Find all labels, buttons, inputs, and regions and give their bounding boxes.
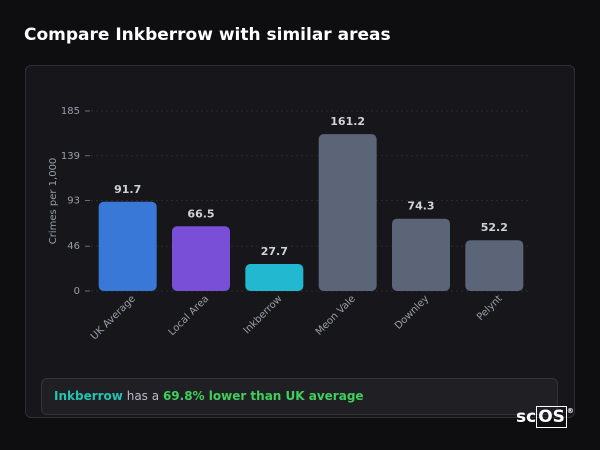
- x-tick-label: Meon Vale: [314, 293, 358, 337]
- value-label: 161.2: [330, 115, 365, 128]
- y-tick-label: 93: [67, 196, 80, 207]
- logo-mark: ®: [566, 407, 574, 415]
- logo: sc OS ®: [516, 406, 574, 428]
- bar: [98, 201, 157, 291]
- y-axis-label: Crimes per 1,000: [48, 158, 59, 245]
- summary-text: has a: [126, 389, 160, 403]
- x-tick-label: Pelynt: [475, 293, 505, 323]
- value-label: 74.3: [407, 200, 434, 213]
- logo-prefix: sc: [516, 407, 537, 427]
- x-tick-label: UK Average: [89, 293, 138, 342]
- value-label: 91.7: [114, 183, 141, 196]
- x-tick-label: Downley: [393, 293, 431, 331]
- page-title: Compare Inkberrow with similar areas: [24, 25, 391, 45]
- x-tick-label: Inkberrow: [242, 293, 285, 336]
- y-tick-label: 0: [74, 286, 80, 297]
- bar: [245, 264, 304, 291]
- bar: [172, 226, 230, 291]
- summary-subject: Inkberrow: [54, 389, 123, 403]
- bar: [392, 218, 450, 291]
- y-tick-label: 185: [61, 106, 80, 117]
- value-label: 66.5: [187, 207, 214, 220]
- y-tick-label: 139: [61, 151, 80, 162]
- logo-boxed: OS: [536, 406, 567, 428]
- value-label: 52.2: [481, 221, 508, 234]
- summary-box: Inkberrow has a 69.8% lower than UK aver…: [41, 378, 558, 415]
- summary-comparison: 69.8% lower than UK average: [162, 389, 364, 403]
- value-label: 27.7: [261, 245, 288, 258]
- y-tick-label: 46: [67, 241, 80, 252]
- bar: [465, 240, 524, 291]
- x-tick-label: Local Area: [167, 293, 212, 338]
- bar: [318, 134, 377, 291]
